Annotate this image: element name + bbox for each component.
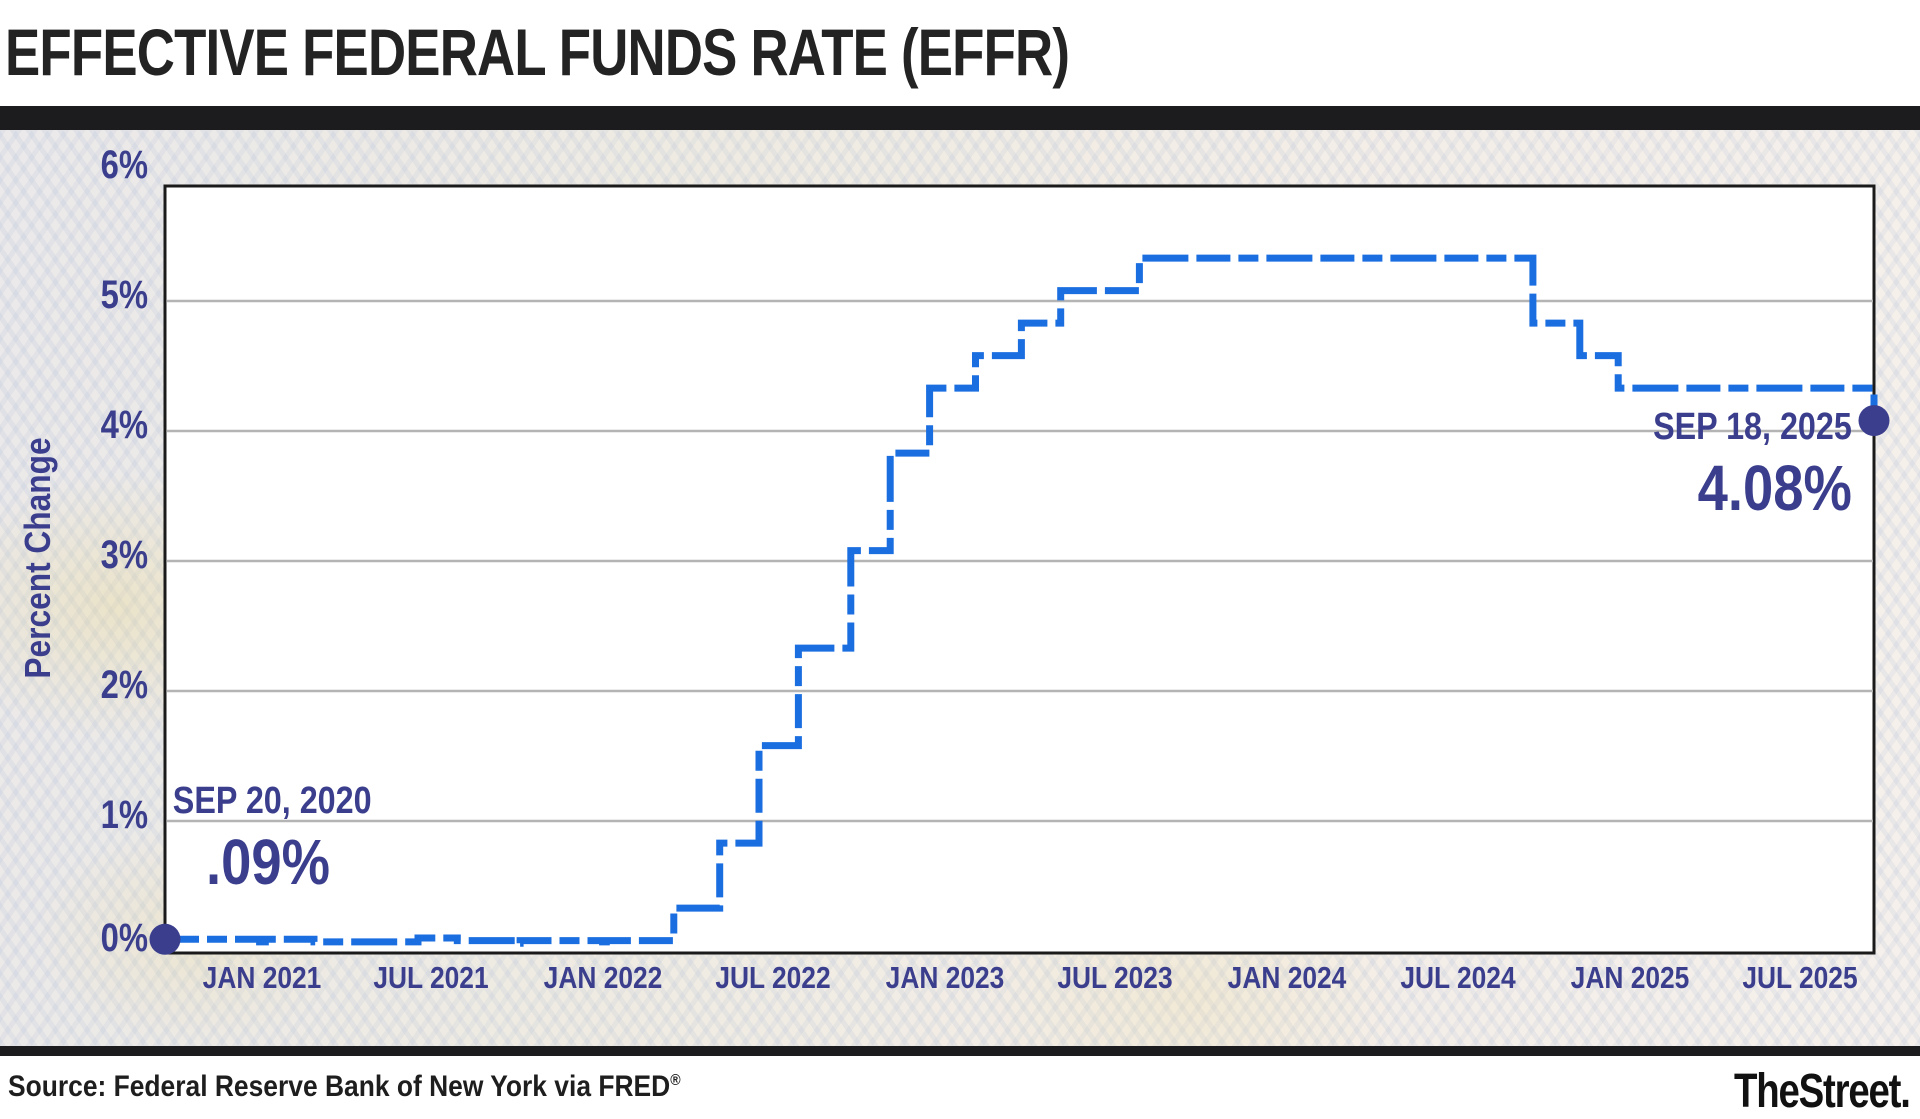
- x-tick: JAN 2023: [885, 960, 1005, 995]
- source-credit: Source: Federal Reserve Bank of New York…: [8, 1070, 681, 1104]
- plot-area: [163, 184, 1876, 955]
- endpoint-dot-start: [149, 923, 181, 955]
- x-tick: JUL 2024: [1400, 960, 1516, 995]
- chart-section: Percent Change 6% 5% 4% 3% 2% 1% 0% JAN …: [0, 130, 1920, 1046]
- annotation-end: SEP 18, 2025 4.08%: [1618, 406, 1852, 525]
- source-text: Source: Federal Reserve Bank of New York…: [8, 1070, 671, 1103]
- y-tick: 0%: [100, 916, 148, 960]
- x-tick: JUL 2025: [1742, 960, 1858, 995]
- y-tick: 1%: [100, 793, 148, 837]
- y-tick: 3%: [100, 533, 148, 577]
- annotation-end-date: SEP 18, 2025: [1653, 406, 1852, 448]
- chart-canvas: [149, 184, 1890, 955]
- top-divider-bar: [0, 106, 1920, 130]
- x-tick: JUL 2022: [715, 960, 831, 995]
- annotation-start-date: SEP 20, 2020: [172, 780, 372, 822]
- annotation-start: SEP 20, 2020 .09%: [156, 780, 380, 899]
- page-title: EFFECTIVE FEDERAL FUNDS RATE (EFFR): [5, 15, 1070, 89]
- bottom-divider-bar: [0, 1046, 1920, 1056]
- annotation-start-value: .09%: [206, 826, 330, 898]
- endpoint-dot-end: [1858, 405, 1890, 437]
- y-tick: 2%: [100, 663, 148, 707]
- x-tick: JUL 2023: [1057, 960, 1173, 995]
- x-tick: JAN 2024: [1227, 960, 1347, 995]
- x-tick: JAN 2022: [543, 960, 663, 995]
- x-tick: JAN 2025: [1570, 960, 1690, 995]
- y-tick: 5%: [100, 273, 148, 317]
- x-tick: JUL 2021: [373, 960, 489, 995]
- x-tick: JAN 2021: [202, 960, 322, 995]
- effr-step-line: [165, 254, 1878, 947]
- y-axis-title: Percent Change: [17, 437, 58, 679]
- registered-mark: ®: [670, 1072, 681, 1089]
- thestreet-logo: TheStreet.: [1734, 1065, 1911, 1118]
- annotation-end-value: 4.08%: [1697, 452, 1852, 524]
- y-tick: 6%: [100, 143, 148, 187]
- footer: Source: Federal Reserve Bank of New York…: [0, 1056, 1920, 1119]
- y-tick: 4%: [100, 403, 148, 447]
- header: EFFECTIVE FEDERAL FUNDS RATE (EFFR): [0, 0, 1920, 106]
